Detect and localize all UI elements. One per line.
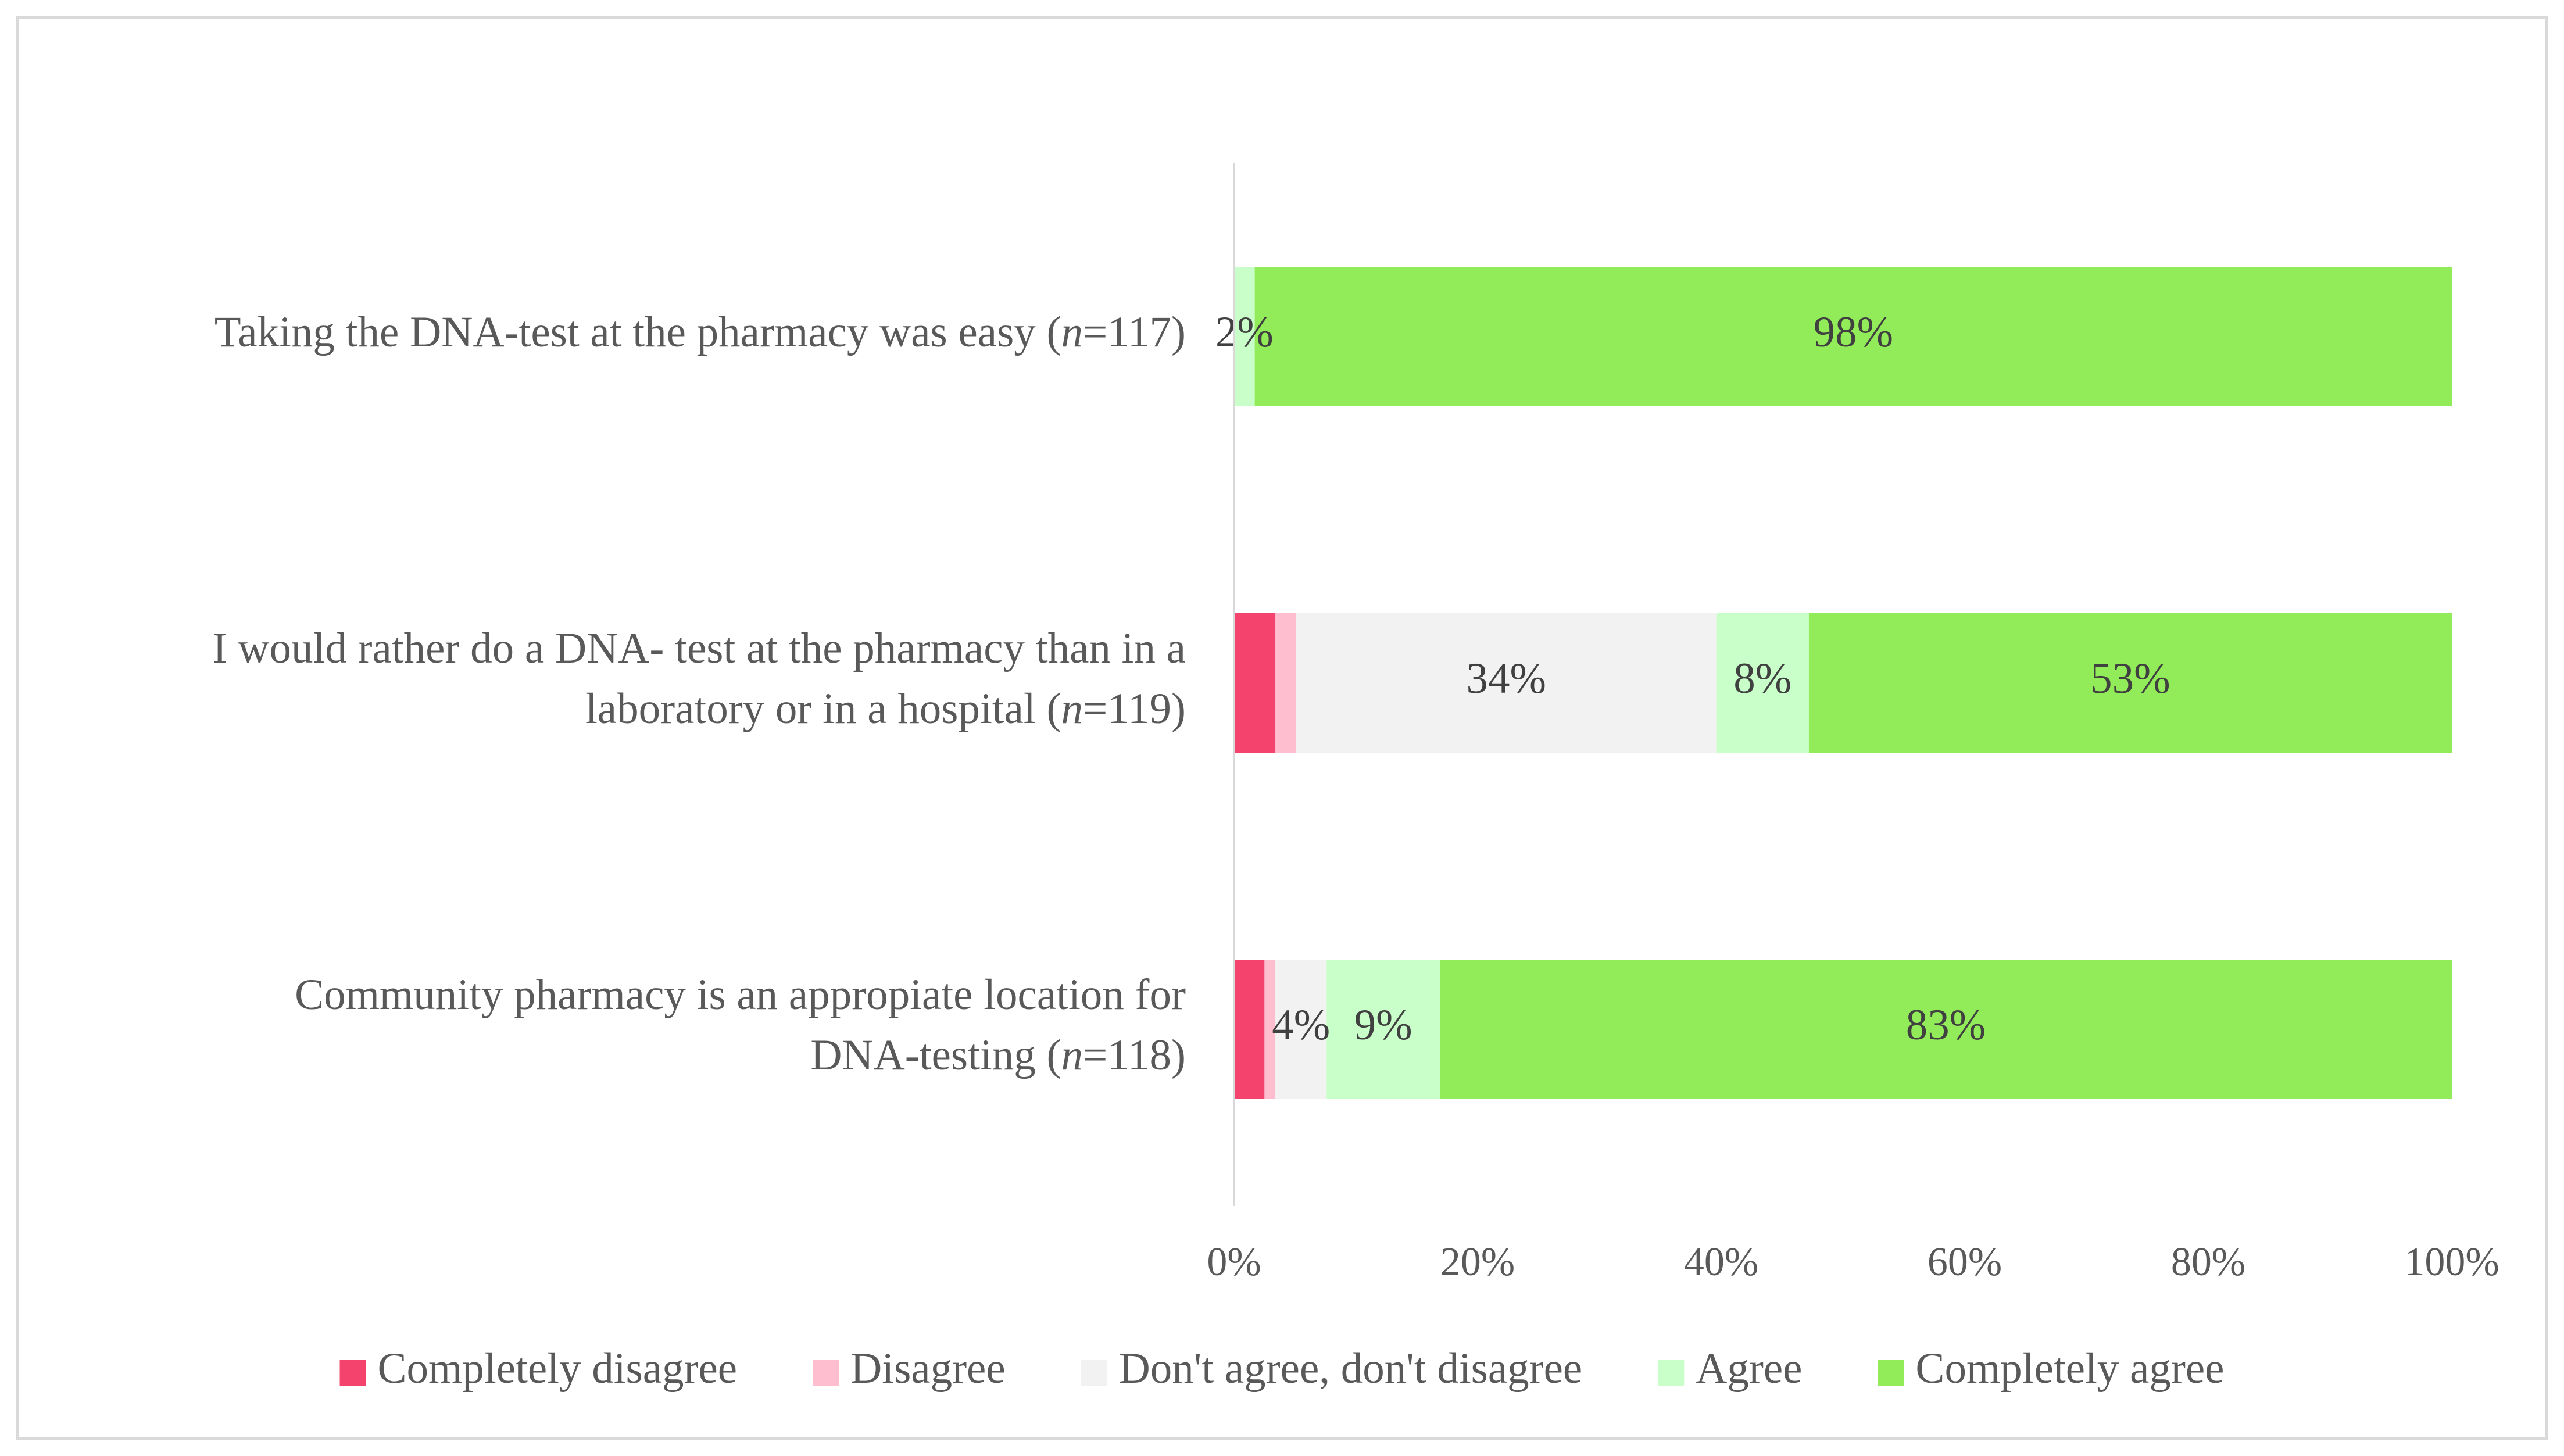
data-label: 83%	[1906, 1001, 1986, 1049]
legend-label: Agree	[1696, 1344, 1802, 1393]
bar-segment-completely-agree-row-2	[1808, 613, 2452, 753]
x-tick-label: 0%	[1207, 1240, 1261, 1285]
label-text: =119)	[1083, 685, 1186, 733]
legend-item-disagree: Disagree	[813, 1344, 1006, 1393]
data-label: 98%	[1814, 308, 1893, 356]
data-label: 4%	[1272, 1001, 1330, 1049]
legend-swatch	[339, 1360, 366, 1386]
bar-segment-completely-agree-row-3	[1440, 960, 2452, 1099]
data-label: 9%	[1354, 1001, 1412, 1049]
label-text: I would rather do a DNA- test at the pha…	[213, 624, 1186, 672]
data-label: 53%	[2090, 654, 2170, 703]
legend-swatch	[813, 1360, 839, 1386]
n-symbol: n	[1061, 685, 1083, 733]
bar-segment-completely-disagree-row-2	[1234, 613, 1276, 753]
bar-segment-disagree-row-3	[1264, 960, 1276, 1099]
category-label-1-line-1: Taking the DNA-test at the pharmacy was …	[214, 308, 1186, 356]
x-tick-label: 20%	[1440, 1240, 1515, 1285]
x-tick-label: 100%	[2404, 1240, 2499, 1285]
label-text: laboratory or in a hospital (	[585, 685, 1061, 733]
legend: Completely disagree Disagree Don't agree, …	[339, 1344, 2224, 1393]
label-text: DNA-testing (	[810, 1031, 1061, 1079]
category-label-3-line-1: Community pharmacy is an appropiate loca…	[295, 971, 1186, 1019]
legend-item-completely-agree: Completely agree	[1878, 1344, 2224, 1393]
bar-segment-agree-row-3	[1326, 960, 1440, 1099]
label-text: Community pharmacy is an appropiate loca…	[295, 971, 1186, 1019]
bar-segment-don-t-agree-don-t-disagree-row-2	[1296, 613, 1717, 753]
category-label-2-line-2: laboratory or in a hospital (n=119)	[585, 685, 1186, 733]
bar-segment-don-t-agree-don-t-disagree-row-3	[1275, 960, 1327, 1099]
legend-swatch	[1081, 1360, 1107, 1386]
x-tick-label: 60%	[1928, 1240, 2002, 1285]
x-tick-label: 80%	[2171, 1240, 2245, 1285]
legend-label: Completely agree	[1915, 1344, 2224, 1393]
data-label: 8%	[1733, 654, 1791, 703]
data-label: 2%	[1215, 308, 1274, 356]
bar-segment-completely-agree-row-1	[1254, 267, 2452, 406]
bars	[1234, 267, 2452, 1099]
data-label: 34%	[1466, 654, 1546, 703]
legend-item-completely-disagree: Completely disagree	[339, 1344, 738, 1393]
bar-segment-completely-disagree-row-3	[1234, 960, 1265, 1099]
label-text: =118)	[1083, 1031, 1186, 1079]
category-label-3-line-2: DNA-testing (n=118)	[810, 1031, 1186, 1079]
label-text: =117)	[1083, 308, 1186, 356]
bar-segment-disagree-row-2	[1275, 613, 1296, 753]
legend-swatch	[1658, 1360, 1685, 1386]
category-label-2-line-1: I would rather do a DNA- test at the pha…	[213, 624, 1186, 672]
legend-label: Completely disagree	[378, 1344, 738, 1393]
legend-swatch	[1878, 1360, 1904, 1386]
legend-item-don-t-agree-don-t-disagree: Don't agree, don't disagree	[1081, 1344, 1583, 1393]
data-labels: 2% 98% 34% 8% 53% 4% 9% 83%	[1215, 308, 2170, 1049]
category-labels: Taking the DNA-test at the pharmacy was …	[213, 308, 1186, 1079]
legend-label: Disagree	[850, 1344, 1006, 1393]
bar-segment-agree-row-1	[1234, 267, 1255, 406]
x-axis-tick-labels: 0% 20% 40% 60% 80% 100%	[1207, 1240, 2499, 1285]
label-text: Taking the DNA-test at the pharmacy was …	[214, 308, 1061, 356]
legend-item-agree: Agree	[1658, 1344, 1802, 1393]
legend-label: Don't agree, don't disagree	[1119, 1344, 1583, 1393]
bar-segment-agree-row-2	[1716, 613, 1809, 753]
x-tick-label: 40%	[1684, 1240, 1758, 1285]
n-symbol: n	[1061, 308, 1083, 356]
n-symbol: n	[1061, 1031, 1083, 1079]
